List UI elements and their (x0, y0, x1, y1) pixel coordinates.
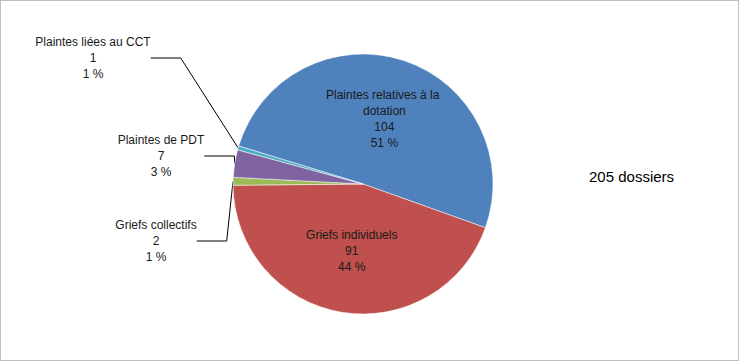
svg-text:51 %: 51 % (371, 136, 399, 150)
svg-text:1: 1 (90, 51, 97, 65)
svg-text:91: 91 (345, 244, 359, 258)
svg-text:dotation: dotation (363, 104, 406, 118)
svg-text:7: 7 (158, 149, 165, 163)
svg-text:Plaintes relatives à la: Plaintes relatives à la (326, 88, 443, 102)
svg-text:3 %: 3 % (151, 165, 172, 179)
svg-text:Griefs individuels: Griefs individuels (306, 228, 397, 242)
svg-text:Plaintes de PDT: Plaintes de PDT (118, 133, 205, 147)
svg-text:2: 2 (153, 234, 160, 248)
svg-text:Plaintes liées au CCT: Plaintes liées au CCT (35, 35, 151, 49)
svg-text:1 %: 1 % (146, 250, 167, 264)
svg-text:205 dossiers: 205 dossiers (589, 168, 674, 185)
svg-text:Griefs collectifs: Griefs collectifs (115, 218, 196, 232)
svg-text:104: 104 (374, 120, 394, 134)
svg-text:44 %: 44 % (338, 260, 366, 274)
svg-text:1 %: 1 % (83, 67, 104, 81)
